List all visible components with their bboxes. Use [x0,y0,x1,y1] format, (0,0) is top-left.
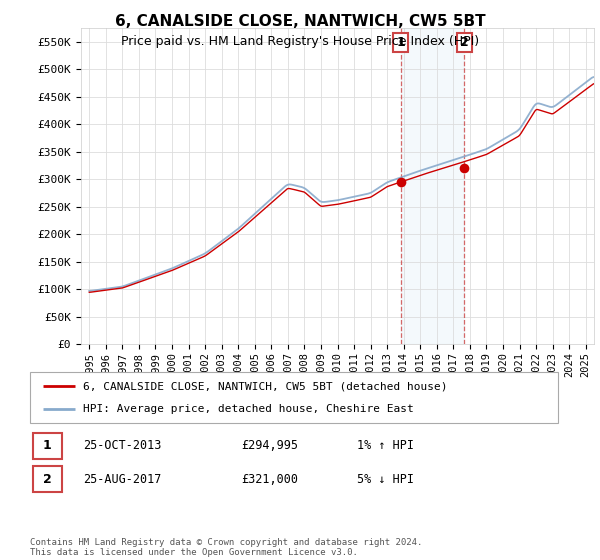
Text: £321,000: £321,000 [241,473,298,486]
FancyBboxPatch shape [32,466,62,492]
FancyBboxPatch shape [30,372,558,423]
Text: 5% ↓ HPI: 5% ↓ HPI [358,473,415,486]
Text: 6, CANALSIDE CLOSE, NANTWICH, CW5 5BT: 6, CANALSIDE CLOSE, NANTWICH, CW5 5BT [115,14,485,29]
Text: Contains HM Land Registry data © Crown copyright and database right 2024.
This d: Contains HM Land Registry data © Crown c… [30,538,422,557]
Text: HPI: Average price, detached house, Cheshire East: HPI: Average price, detached house, Ches… [83,404,413,414]
Text: 1: 1 [43,439,52,452]
Text: 25-OCT-2013: 25-OCT-2013 [83,439,161,452]
Bar [401,28,464,344]
Text: 25-AUG-2017: 25-AUG-2017 [83,473,161,486]
Text: £294,995: £294,995 [241,439,298,452]
Text: 6, CANALSIDE CLOSE, NANTWICH, CW5 5BT (detached house): 6, CANALSIDE CLOSE, NANTWICH, CW5 5BT (d… [83,381,448,391]
Text: 2: 2 [460,36,469,49]
Text: 1: 1 [397,36,405,49]
Text: 2: 2 [43,473,52,486]
Text: 1% ↑ HPI: 1% ↑ HPI [358,439,415,452]
FancyBboxPatch shape [32,433,62,459]
Text: Price paid vs. HM Land Registry's House Price Index (HPI): Price paid vs. HM Land Registry's House … [121,35,479,48]
